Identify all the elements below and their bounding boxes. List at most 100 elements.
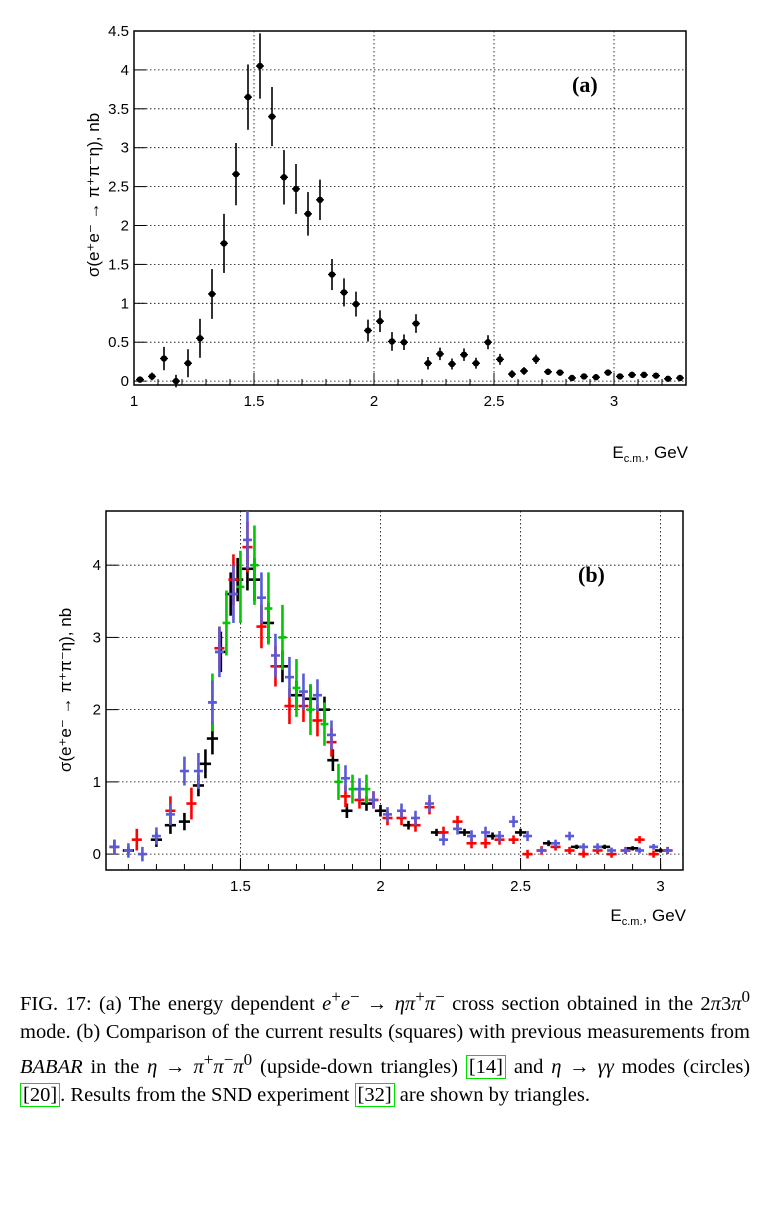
data-point bbox=[467, 830, 477, 842]
data-point bbox=[196, 318, 204, 358]
data-point bbox=[383, 807, 392, 822]
panel-b-y-tick-labels: 0 1 2 3 4 bbox=[93, 557, 101, 863]
data-point bbox=[458, 828, 471, 837]
data-point bbox=[236, 550, 245, 623]
data-point bbox=[663, 847, 673, 854]
data-point bbox=[495, 830, 505, 842]
panel-a-ticks bbox=[133, 30, 687, 385]
data-point bbox=[523, 830, 533, 842]
citation-link-14[interactable]: [14] bbox=[465, 1054, 506, 1079]
data-point bbox=[374, 804, 387, 817]
data-point bbox=[256, 572, 266, 623]
data-point bbox=[544, 368, 552, 375]
data-point bbox=[151, 827, 161, 845]
data-point bbox=[208, 269, 216, 319]
data-point bbox=[364, 319, 372, 342]
figure-caption: FIG. 17: (a) The energy dependent e+e− →… bbox=[20, 987, 751, 1107]
x-tick-label: 2 bbox=[370, 393, 378, 410]
data-point bbox=[460, 348, 468, 361]
panel-b-x-axis-label: Ec.m., GeV bbox=[610, 906, 686, 928]
data-point bbox=[564, 846, 575, 855]
data-point bbox=[232, 143, 240, 206]
data-point bbox=[425, 794, 434, 813]
data-point bbox=[352, 291, 360, 317]
data-point bbox=[172, 374, 180, 388]
panel-a-x-axis-label: Ec.m., GeV bbox=[612, 443, 688, 465]
y-tick-label: 3 bbox=[93, 629, 101, 646]
data-point bbox=[664, 375, 672, 382]
data-point bbox=[292, 659, 301, 717]
data-point bbox=[592, 374, 600, 381]
x-tick-label: 2.5 bbox=[510, 878, 531, 895]
y-tick-label: 1.5 bbox=[108, 256, 129, 273]
data-point bbox=[244, 64, 252, 130]
data-point bbox=[649, 843, 659, 850]
caption-text-3: mode. (b) Comparison of the current resu… bbox=[20, 1020, 750, 1043]
data-point bbox=[520, 367, 528, 375]
caption-text-7: modes (circles) bbox=[621, 1055, 751, 1078]
data-point bbox=[556, 369, 564, 376]
data-point bbox=[593, 843, 603, 851]
citation-link-20[interactable]: [20] bbox=[20, 1082, 61, 1107]
panel-b-frame bbox=[105, 510, 684, 871]
series-points bbox=[136, 33, 684, 388]
data-point bbox=[179, 756, 189, 786]
y-tick-label: 2 bbox=[93, 702, 101, 719]
data-point bbox=[320, 702, 329, 746]
panel-b-chart: 1.5 2 2.5 3 0 1 2 3 4 (b) σ(e⁺e⁻ → π⁺π⁻η), nb E… bbox=[56, 510, 687, 928]
data-point bbox=[304, 192, 312, 236]
panel-a-chart: 1 1.5 2 2.5 3 0 0.5 1 1.5 2 2.5 3 3.5 4 4.5 (a) σ(e⁺e… bbox=[84, 23, 689, 465]
x-tick-label: 3 bbox=[656, 878, 664, 895]
panel-b-x-tick-labels: 1.5 2 2.5 3 bbox=[230, 878, 665, 895]
data-point bbox=[640, 371, 648, 379]
data-point bbox=[186, 787, 197, 820]
series-triangles bbox=[109, 511, 673, 862]
panel-a-grid bbox=[133, 30, 686, 385]
data-point bbox=[412, 314, 420, 333]
data-point bbox=[178, 812, 191, 831]
data-point bbox=[193, 752, 203, 790]
data-point bbox=[355, 778, 364, 800]
data-point bbox=[579, 843, 589, 851]
data-point bbox=[316, 179, 324, 221]
data-point bbox=[607, 847, 617, 854]
data-point bbox=[340, 278, 348, 307]
x-tick-label: 1.5 bbox=[244, 393, 265, 410]
data-point bbox=[376, 310, 384, 333]
data-point bbox=[136, 376, 144, 383]
panel-a-y-tick-labels: 0 0.5 1 1.5 2 2.5 3 3.5 4 4.5 bbox=[108, 23, 129, 390]
y-tick-label: 0 bbox=[93, 846, 101, 863]
citation-link-32[interactable]: [32] bbox=[354, 1082, 395, 1107]
caption-text-8: . Results from the SND experiment bbox=[60, 1083, 350, 1106]
panel-b-y-axis-label: σ(e⁺e⁻ → π⁺π⁻η), nb bbox=[56, 608, 75, 772]
data-point bbox=[448, 358, 456, 370]
caption-text-4: in the bbox=[90, 1055, 140, 1078]
y-tick-label: 1 bbox=[121, 295, 129, 312]
data-point bbox=[626, 846, 639, 851]
panel-a-frame bbox=[133, 30, 687, 386]
data-point bbox=[676, 374, 684, 382]
y-tick-label: 4 bbox=[121, 62, 129, 79]
data-point bbox=[481, 826, 491, 839]
data-point bbox=[532, 354, 540, 364]
y-tick-label: 4 bbox=[93, 557, 101, 574]
y-tick-label: 2 bbox=[121, 218, 129, 235]
data-point bbox=[148, 372, 156, 381]
data-point bbox=[578, 850, 589, 858]
panel-a-x-tick-labels: 1 1.5 2 2.5 3 bbox=[130, 393, 618, 410]
y-tick-label: 0 bbox=[121, 373, 129, 390]
series-squares bbox=[122, 547, 667, 855]
panel-b-data-points bbox=[109, 511, 673, 862]
x-tick-label: 1.5 bbox=[230, 878, 251, 895]
data-point bbox=[628, 371, 636, 379]
data-point bbox=[341, 765, 350, 792]
panel-b-label: (b) bbox=[578, 562, 605, 587]
data-point bbox=[278, 604, 287, 670]
data-point bbox=[496, 353, 504, 365]
y-tick-label: 2.5 bbox=[108, 179, 129, 196]
data-point bbox=[551, 839, 561, 847]
data-point bbox=[284, 656, 294, 698]
panel-b-ticks bbox=[106, 564, 662, 870]
data-point bbox=[436, 347, 444, 361]
caption-text-1: (a) The energy dependent bbox=[98, 992, 315, 1015]
